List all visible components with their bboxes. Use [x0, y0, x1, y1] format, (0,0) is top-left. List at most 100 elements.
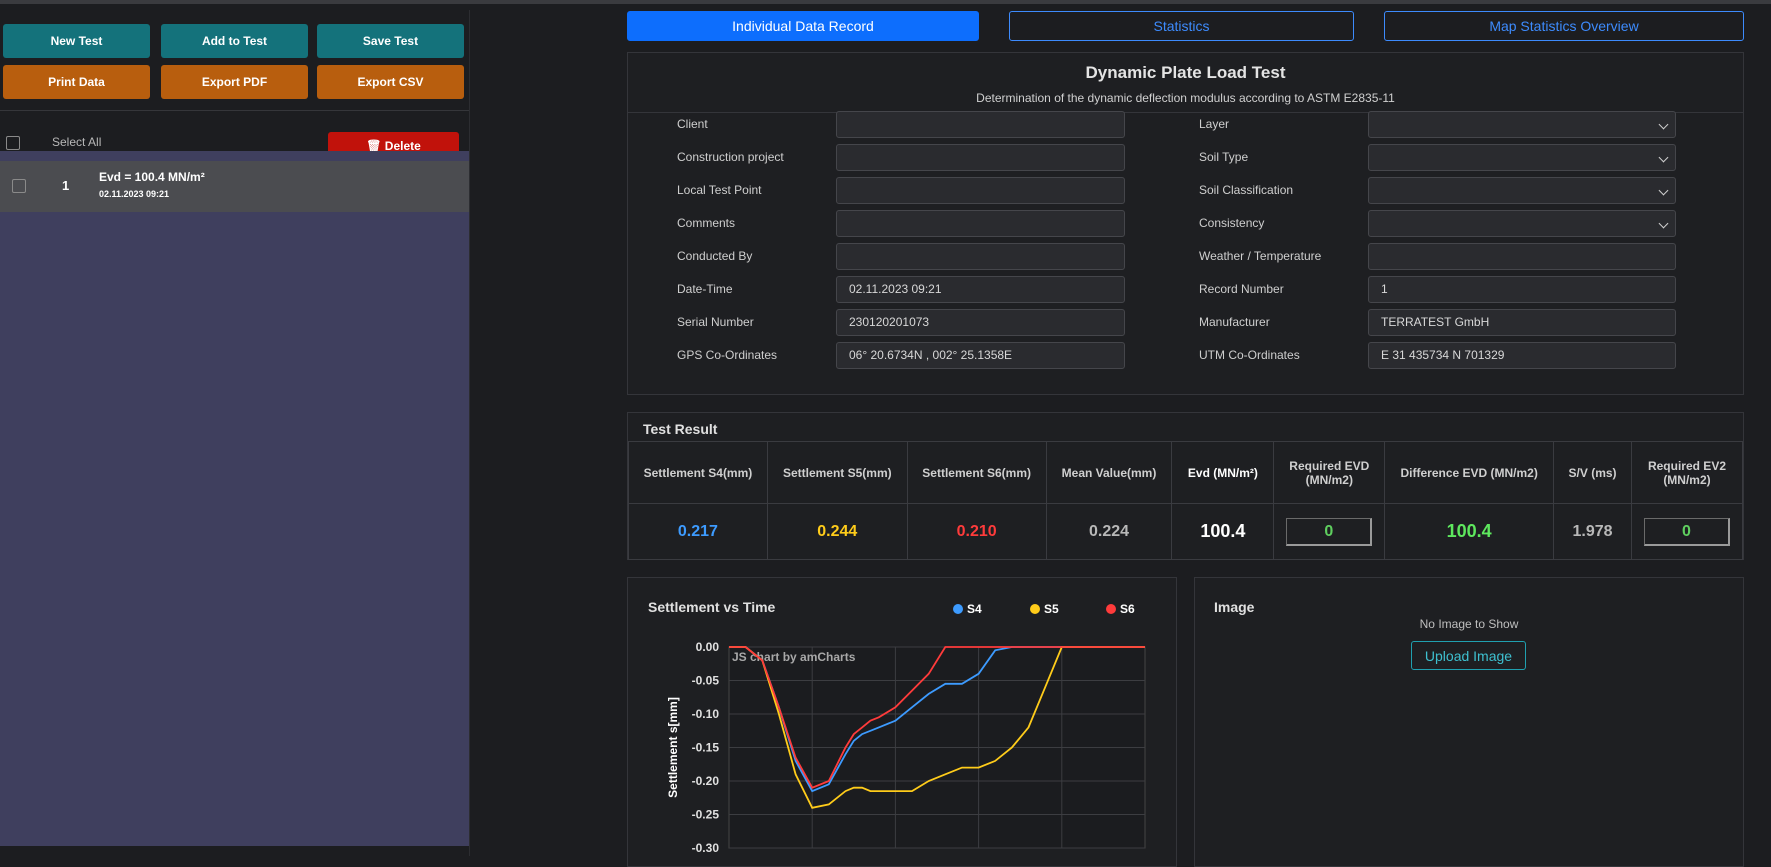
field-select-right-2[interactable] — [1368, 177, 1676, 204]
header-s4: Settlement S4(mm) — [628, 441, 768, 504]
value-s4: 0.217 — [628, 503, 768, 560]
field-label-left-0: Client — [677, 117, 708, 131]
test-result-heading: Test Result — [643, 421, 718, 437]
test-list — [0, 151, 469, 846]
field-label-right-5: Record Number — [1199, 282, 1284, 296]
value-mean: 0.224 — [1045, 503, 1173, 560]
new-test-button[interactable]: New Test — [3, 24, 150, 58]
field-value: E 31 435734 N 701329 — [1381, 348, 1505, 362]
field-label-left-6: Serial Number — [677, 315, 754, 329]
field-label-right-0: Layer — [1199, 117, 1230, 131]
field-label-left-5: Date-Time — [677, 282, 733, 296]
field-label-right-1: Soil Type — [1199, 150, 1249, 164]
required-evd-input[interactable]: 0 — [1286, 517, 1373, 546]
field-input-right-7[interactable]: E 31 435734 N 701329 — [1368, 342, 1676, 369]
upload-image-button[interactable]: Upload Image — [1411, 641, 1526, 670]
list-item[interactable]: 1 Evd = 100.4 MN/m² 02.11.2023 09:21 — [0, 161, 469, 212]
chevron-down-icon — [1658, 218, 1669, 229]
required-evd-cell: 0 — [1273, 503, 1386, 560]
header-s6: Settlement S6(mm) — [906, 441, 1047, 504]
y-tick-label: -0.25 — [692, 808, 720, 822]
image-heading: Image — [1214, 599, 1255, 615]
select-all-checkbox[interactable] — [6, 136, 20, 150]
export-csv-button[interactable]: Export CSV — [317, 65, 464, 99]
field-label-left-3: Comments — [677, 216, 736, 230]
value-s5: 0.244 — [766, 503, 908, 560]
value-difference-evd: 100.4 — [1384, 503, 1555, 560]
field-select-right-3[interactable] — [1368, 210, 1676, 237]
legend-marker-s6 — [1106, 604, 1116, 614]
print-data-button[interactable]: Print Data — [3, 65, 150, 99]
field-value: 06° 20.6734N , 002° 25.1358E — [849, 348, 1013, 362]
y-tick-label: -0.15 — [692, 741, 720, 755]
legend-marker-s5 — [1030, 604, 1040, 614]
field-input-left-2[interactable] — [836, 177, 1125, 204]
settlement-chart: 0.00 -0.05 -0.10 -0.15 -0.20 -0.25 -0.30 Settle… — [666, 602, 1146, 855]
header-required-evd: Required EVD (MN/m2) — [1273, 441, 1386, 504]
field-input-left-6[interactable]: 230120201073 — [836, 309, 1125, 336]
y-tick-label: -0.30 — [692, 841, 720, 855]
chart-title: Settlement vs Time — [648, 599, 776, 615]
field-select-right-1[interactable] — [1368, 144, 1676, 171]
field-input-left-7[interactable]: 06° 20.6734N , 002° 25.1358E — [836, 342, 1125, 369]
y-axis-label: Settlement s[mm] — [666, 697, 680, 798]
field-label-left-4: Conducted By — [677, 249, 753, 263]
tab-individual-data-record[interactable]: Individual Data Record — [627, 11, 979, 41]
field-input-left-4[interactable] — [836, 243, 1125, 270]
field-value: 1 — [1381, 282, 1388, 296]
no-image-text: No Image to Show — [1419, 617, 1519, 631]
record-card: Dynamic Plate Load Test Determination of… — [627, 52, 1744, 395]
test-result-card: Test Result Settlement S4(mm) Settlement… — [627, 412, 1744, 560]
legend-label-s5: S5 — [1044, 602, 1059, 616]
header-difference-evd: Difference EVD (MN/m2) — [1384, 441, 1555, 504]
list-item-checkbox[interactable] — [12, 179, 26, 193]
value-evd: 100.4 — [1171, 503, 1275, 560]
export-pdf-button[interactable]: Export PDF — [161, 65, 308, 99]
legend-marker-s4 — [953, 604, 963, 614]
legend-label-s4: S4 — [967, 602, 982, 616]
chevron-down-icon — [1658, 185, 1669, 196]
field-label-right-2: Soil Classification — [1199, 183, 1294, 197]
field-label-left-1: Construction project — [677, 150, 784, 164]
required-ev2-input[interactable]: 0 — [1643, 517, 1730, 546]
field-input-left-1[interactable] — [836, 144, 1125, 171]
header-required-ev2: Required EV2 (MN/m2) — [1630, 441, 1744, 504]
divider — [0, 110, 469, 111]
tab-map-statistics-overview[interactable]: Map Statistics Overview — [1384, 11, 1744, 41]
field-label-right-4: Weather / Temperature — [1199, 249, 1322, 263]
y-tick-label: -0.05 — [692, 674, 720, 688]
panel-border — [469, 10, 470, 856]
save-test-button[interactable]: Save Test — [317, 24, 464, 58]
chevron-down-icon — [1658, 152, 1669, 163]
top-border — [0, 0, 1771, 4]
y-tick-label: -0.10 — [692, 707, 720, 721]
settlement-chart-card: Settlement vs Time 0.00 -0.05 -0.10 -0.15 -0… — [627, 577, 1177, 867]
toolbar-row-1: New Test Add to Test Save Test — [3, 24, 464, 58]
record-subtitle: Determination of the dynamic deflection … — [976, 91, 1395, 105]
field-input-left-5[interactable]: 02.11.2023 09:21 — [836, 276, 1125, 303]
list-item-number: 1 — [62, 178, 70, 193]
field-label-left-7: GPS Co-Ordinates — [677, 348, 778, 362]
field-label-right-3: Consistency — [1199, 216, 1265, 230]
add-to-test-button[interactable]: Add to Test — [161, 24, 308, 58]
header-sv: S/V (ms) — [1553, 441, 1632, 504]
field-input-left-3[interactable] — [836, 210, 1125, 237]
field-input-left-0[interactable] — [836, 111, 1125, 138]
field-input-right-4[interactable] — [1368, 243, 1676, 270]
list-item-date: 02.11.2023 09:21 — [99, 189, 170, 199]
field-value: 230120201073 — [849, 315, 930, 329]
tab-statistics[interactable]: Statistics — [1009, 11, 1354, 41]
y-tick-label: -0.20 — [692, 774, 720, 788]
header-s5: Settlement S5(mm) — [766, 441, 908, 504]
field-input-right-6[interactable]: TERRATEST GmbH — [1368, 309, 1676, 336]
value-s6: 0.210 — [906, 503, 1047, 560]
divider — [628, 112, 1743, 113]
select-all-label: Select All — [52, 135, 102, 149]
test-result-table: Settlement S4(mm) Settlement S5(mm) Sett… — [628, 441, 1744, 560]
chevron-down-icon — [1658, 119, 1669, 130]
header-mean: Mean Value(mm) — [1045, 441, 1173, 504]
field-input-right-5[interactable]: 1 — [1368, 276, 1676, 303]
field-label-right-7: UTM Co-Ordinates — [1199, 348, 1300, 362]
field-select-right-0[interactable] — [1368, 111, 1676, 138]
list-item-title: Evd = 100.4 MN/m² — [99, 170, 205, 184]
